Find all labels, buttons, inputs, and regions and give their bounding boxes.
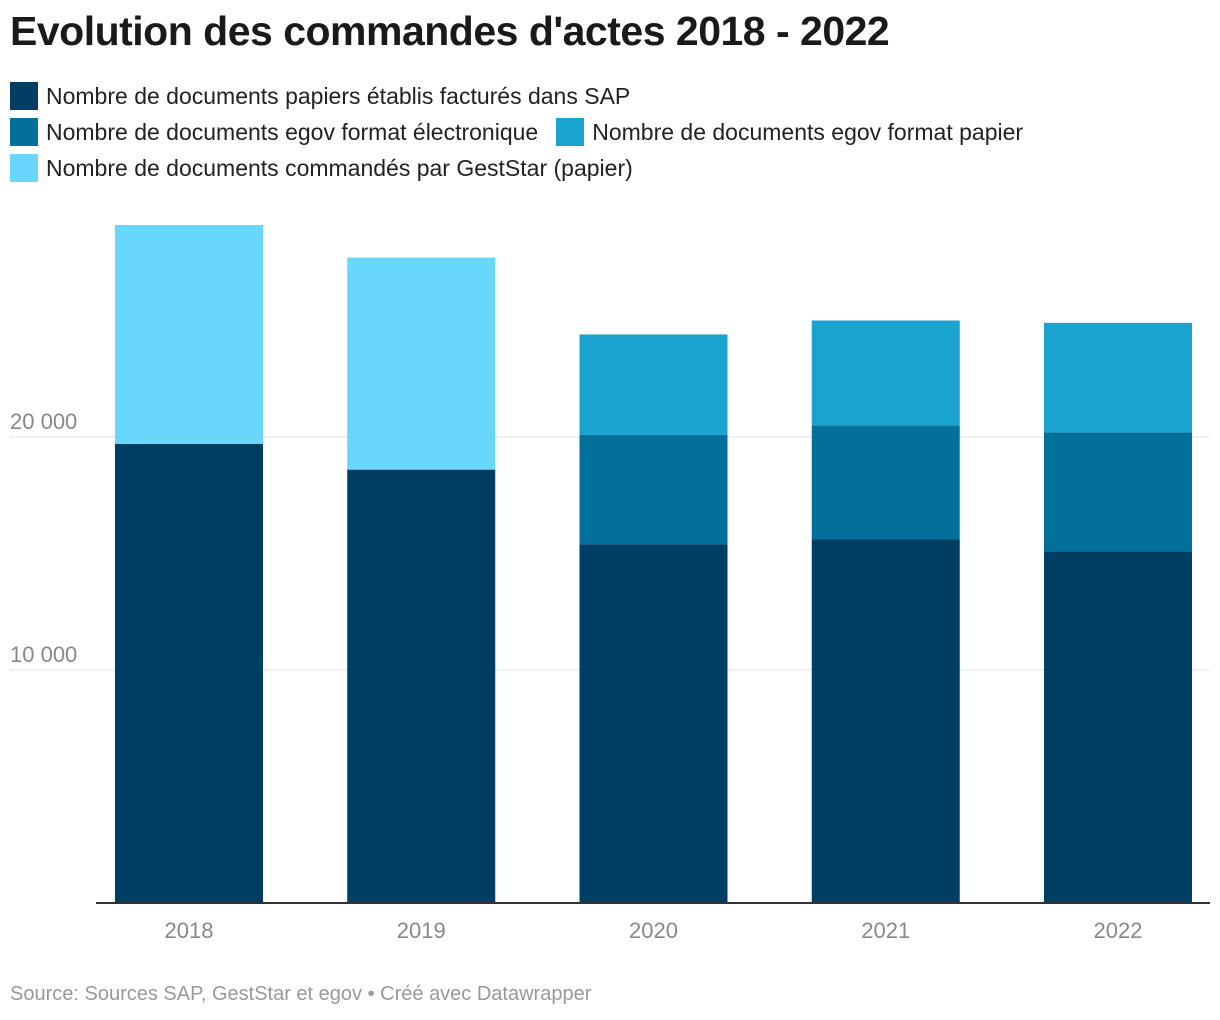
bar-segment-2021-series-0 — [811, 539, 960, 903]
bar-segment-2019-series-0 — [347, 469, 496, 903]
legend-row: Nombre de documents commandés par GestSt… — [10, 150, 1210, 186]
bar-segment-2020-series-2 — [579, 334, 728, 435]
x-tick-label: 2021 — [861, 918, 910, 943]
x-tick-label: 2022 — [1094, 918, 1143, 943]
legend-item-sap: Nombre de documents papiers établis fact… — [10, 82, 630, 110]
bar-segment-2019-series-3 — [347, 257, 496, 470]
bars-layer — [115, 224, 1192, 903]
legend-label-egov-papier: Nombre de documents egov format papier — [592, 118, 1024, 145]
legend: Nombre de documents papiers établis fact… — [10, 78, 1210, 186]
chart-title: Evolution des commandes d'actes 2018 - 2… — [10, 8, 890, 54]
bar-segment-2018-series-0 — [115, 443, 263, 903]
legend-item-egov-electronique: Nombre de documents egov format électron… — [10, 118, 538, 146]
bar-segment-2020-series-0 — [579, 544, 728, 903]
legend-swatch-sap — [10, 82, 38, 110]
legend-item-geststar: Nombre de documents commandés par GestSt… — [10, 154, 633, 182]
bar-segment-2022-series-1 — [1044, 432, 1192, 552]
bar-segment-2022-series-0 — [1044, 551, 1192, 903]
x-tick-label: 2019 — [397, 918, 446, 943]
y-tick-label: 20 000 — [10, 409, 77, 434]
bar-segment-2021-series-1 — [811, 425, 960, 540]
legend-row: Nombre de documents egov format électron… — [10, 114, 1210, 150]
x-tick-label: 2020 — [629, 918, 678, 943]
bar-segment-2018-series-3 — [115, 224, 263, 444]
x-tick-label: 2018 — [165, 918, 214, 943]
bar-segment-2020-series-1 — [579, 434, 728, 545]
legend-label-geststar: Nombre de documents commandés par GestSt… — [46, 154, 633, 181]
bar-segment-2022-series-2 — [1044, 322, 1192, 433]
bar-segment-2021-series-2 — [811, 320, 960, 426]
legend-swatch-geststar — [10, 154, 38, 182]
legend-swatch-egov-electronique — [10, 118, 38, 146]
legend-swatch-egov-papier — [556, 118, 585, 146]
legend-row: Nombre de documents papiers établis fact… — [10, 78, 1210, 114]
axis-layer: 10 000 20 000 2018 2019 2020 2021 2022 — [10, 409, 1210, 943]
y-tick-label: 10 000 — [10, 642, 77, 667]
legend-label-egov-electronique: Nombre de documents egov format électron… — [46, 118, 539, 145]
source-footer: Source: Sources SAP, GestStar et egov • … — [10, 983, 592, 1005]
legend-label-sap: Nombre de documents papiers établis fact… — [46, 82, 631, 109]
legend-item-egov-papier: Nombre de documents egov format papier — [556, 118, 1023, 146]
